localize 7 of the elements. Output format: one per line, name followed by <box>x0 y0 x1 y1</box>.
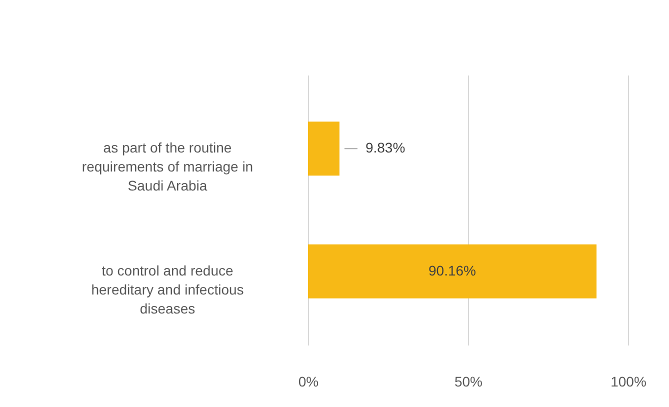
x-tick-label: 100% <box>610 374 646 390</box>
y-tick-label: to control and reduce hereditary and infectious diseases <box>91 262 244 316</box>
x-tick-label: 0% <box>298 374 319 390</box>
y-tick-label: as part of the routine requirements of marriage in Saudi Arabia <box>82 140 254 194</box>
data-label: 9.83% <box>365 140 406 156</box>
data-label: 90.16% <box>428 262 476 278</box>
x-tick-label: 50% <box>454 374 483 390</box>
